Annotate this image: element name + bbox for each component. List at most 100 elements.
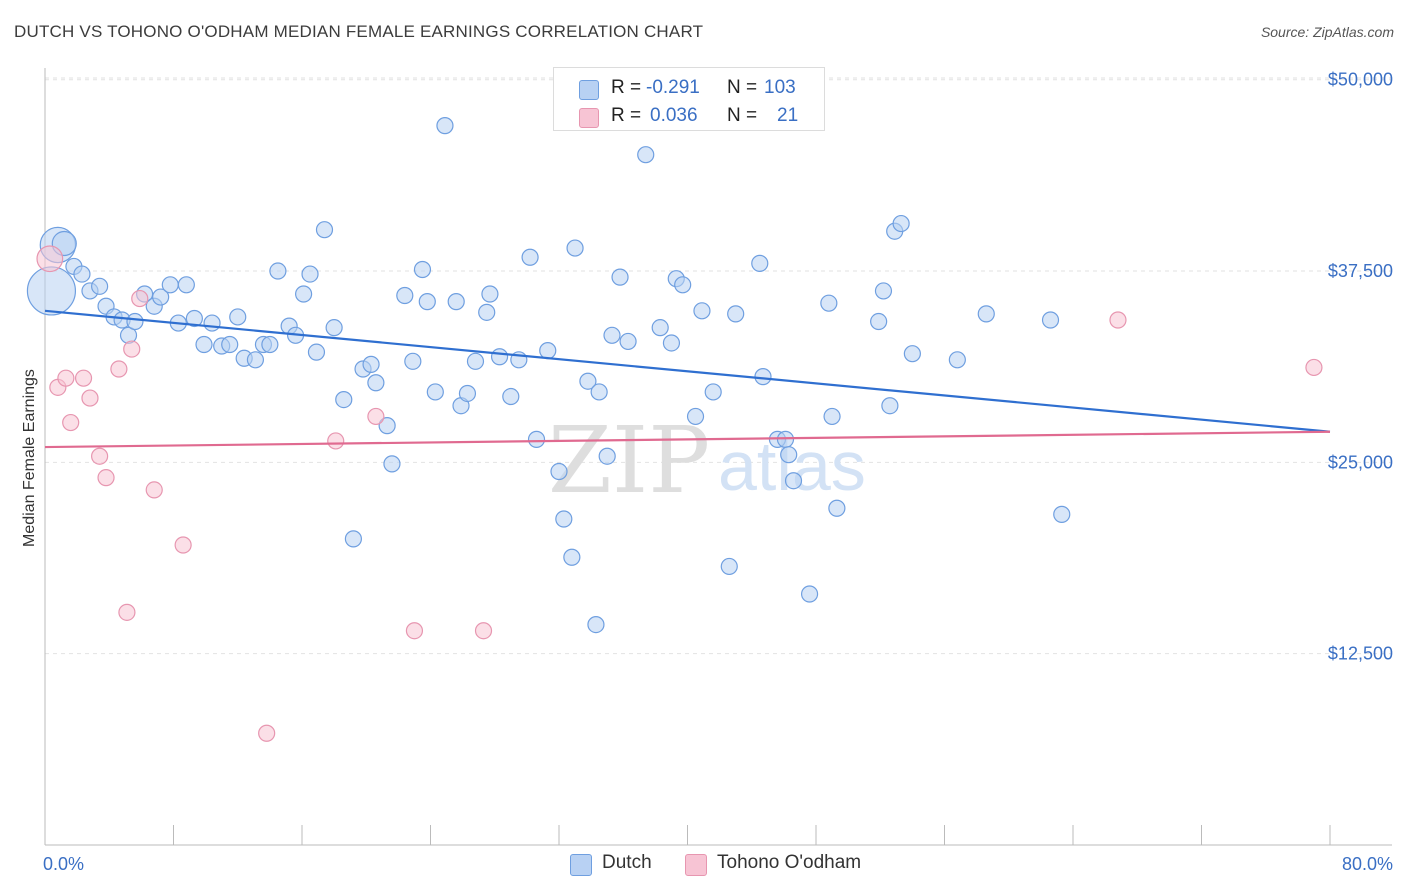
dutch-point: [91, 277, 109, 295]
tohono-point: [91, 447, 109, 465]
dutch-point: [611, 268, 629, 286]
bottom-legend-swatch-tohono: [685, 854, 707, 876]
dutch-point: [598, 447, 616, 465]
dutch-point: [481, 285, 499, 303]
dutch-point: [1053, 505, 1071, 523]
dutch-point: [203, 314, 221, 332]
dutch-point: [881, 397, 899, 415]
dutch-point: [315, 221, 334, 239]
tohono-point: [327, 432, 345, 450]
dutch-point: [820, 294, 838, 312]
dutch-point: [720, 557, 738, 576]
tohono-point: [118, 603, 136, 621]
dutch-point: [418, 293, 436, 311]
dutch-point: [555, 510, 573, 528]
dutch-point: [948, 351, 966, 369]
dutch-point: [161, 276, 179, 294]
dutch-point: [295, 285, 313, 303]
dutch-point: [579, 372, 597, 390]
dutch-point: [490, 348, 509, 366]
dutch-point: [521, 248, 539, 266]
dutch-point: [502, 387, 520, 406]
legend-n-value: 103: [764, 77, 796, 98]
watermark-zip: ZIP: [548, 407, 710, 514]
dutch-point: [693, 302, 711, 320]
dutch-point: [362, 355, 380, 373]
dutch-point: [754, 368, 772, 386]
tohono-point: [1305, 358, 1323, 377]
dutch-point: [603, 326, 621, 344]
tohono-point: [81, 389, 99, 407]
correlation-legend: R = -0.291 N = 103 R = 0.036 N = 21: [553, 67, 825, 131]
dutch-point: [674, 276, 692, 294]
tohono-point: [405, 622, 424, 640]
dutch-point: [550, 462, 568, 481]
dutch-point: [73, 265, 91, 283]
dutch-point: [325, 319, 343, 337]
dutch-point: [126, 312, 144, 331]
dutch-point: [892, 214, 910, 233]
legend-r-label: R =: [611, 77, 642, 98]
dutch-point: [367, 374, 385, 392]
legend-r-label: R =: [611, 105, 642, 126]
dutch-point: [413, 260, 432, 279]
tohono-point: [367, 407, 385, 426]
dutch-point: [566, 239, 584, 257]
chart-title: DUTCH VS TOHONO O'ODHAM MEDIAN FEMALE EA…: [14, 22, 704, 41]
dutch-point: [335, 390, 353, 409]
dutch-point: [307, 343, 326, 361]
dutch-point: [587, 615, 605, 634]
dutch-point: [426, 383, 444, 401]
dutch-point: [527, 430, 546, 448]
dutch-point: [870, 312, 888, 331]
dutch-point: [776, 430, 795, 448]
dutch-point: [751, 254, 769, 272]
tohono-point: [258, 724, 276, 742]
tohono-point: [1109, 311, 1127, 329]
dutch-point: [177, 276, 195, 294]
tohono-point: [145, 481, 163, 499]
tohono-points: [36, 245, 1323, 742]
dutch-point: [828, 499, 846, 517]
bottom-legend-label-tohono: Tohono O'odham: [717, 852, 862, 873]
legend-row-dutch: R = -0.291 N = 103: [554, 73, 824, 101]
tohono-point: [174, 536, 192, 554]
legend-n-label: N =: [727, 105, 758, 126]
y-tick-label: $50,000: [1328, 70, 1393, 90]
dutch-point: [269, 262, 287, 280]
dutch-point: [396, 286, 414, 305]
dutch-point: [563, 548, 581, 566]
legend-swatch-dutch: [579, 80, 599, 100]
dutch-point: [344, 530, 362, 548]
legend-n-label: N =: [727, 77, 758, 98]
dutch-point: [727, 305, 745, 323]
dutch-point: [1041, 311, 1060, 329]
tohono-point: [74, 369, 93, 387]
dutch-point: [704, 383, 722, 401]
bottom-legend-swatch-dutch: [570, 854, 592, 876]
legend-row-tohono: R = 0.036 N = 21: [554, 101, 824, 129]
tohono-trend-line: [44, 430, 1331, 449]
tohono-point: [97, 469, 115, 487]
legend-n-value: 21: [777, 105, 799, 126]
dutch-point: [185, 309, 203, 328]
dutch-point: [619, 332, 637, 351]
trend-lines: [44, 309, 1331, 449]
y-axis-title: Median Female Earnings: [21, 369, 38, 547]
dutch-point: [195, 335, 213, 354]
dutch-point: [383, 455, 401, 473]
dutch-point: [662, 334, 681, 352]
dutch-point: [478, 303, 496, 321]
dutch-point: [378, 417, 396, 435]
dutch-point: [466, 352, 485, 370]
tohono-point: [123, 340, 141, 358]
dutch-point: [800, 585, 819, 603]
dutch-point: [229, 308, 247, 326]
y-tick-label: $25,000: [1328, 452, 1393, 472]
tohono-point: [474, 622, 493, 640]
dutch-point: [686, 407, 705, 426]
dutch-point: [404, 352, 422, 370]
dutch-point: [261, 335, 279, 354]
dutch-point: [152, 288, 170, 306]
